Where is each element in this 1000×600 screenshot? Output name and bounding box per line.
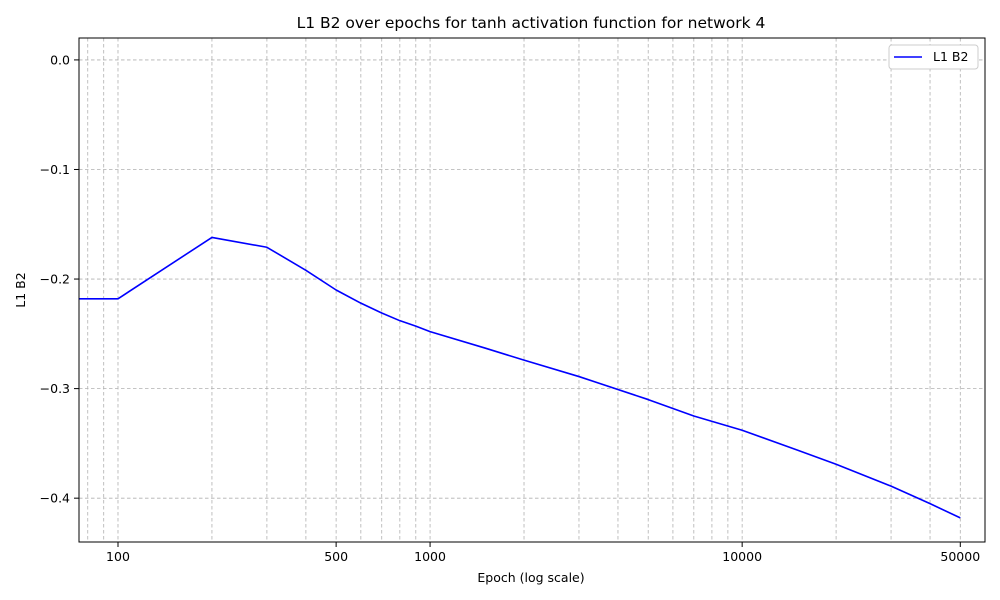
x-axis-ticks: 100 500 1000 10000 50000 [106, 542, 980, 564]
y-tick-label: −0.2 [40, 272, 70, 287]
y-tick-label: −0.1 [40, 162, 70, 177]
y-axis-ticks: 0.0 −0.1 −0.2 −0.3 −0.4 [40, 52, 79, 506]
grid-lines [79, 38, 986, 542]
x-axis-label: Epoch (log scale) [477, 570, 584, 585]
y-tick-label: −0.3 [40, 381, 70, 396]
x-tick-label: 50000 [940, 549, 980, 564]
y-tick-label: 0.0 [50, 52, 70, 67]
series-line-l1-b2 [79, 236, 961, 519]
legend-label: L1 B2 [933, 49, 968, 64]
series-layer [79, 236, 961, 519]
y-tick-label: −0.4 [40, 491, 70, 506]
x-tick-label: 10000 [722, 549, 762, 564]
series-group [79, 236, 961, 519]
x-tick-label: 100 [106, 549, 130, 564]
chart-title: L1 B2 over epochs for tanh activation fu… [297, 14, 766, 32]
legend-box [888, 44, 979, 70]
plot-frame [78, 37, 986, 543]
x-tick-label: 500 [324, 549, 348, 564]
legend: L1 B2 [888, 44, 979, 70]
x-tick-label: 1000 [414, 549, 446, 564]
y-axis-label: L1 B2 [13, 272, 28, 307]
